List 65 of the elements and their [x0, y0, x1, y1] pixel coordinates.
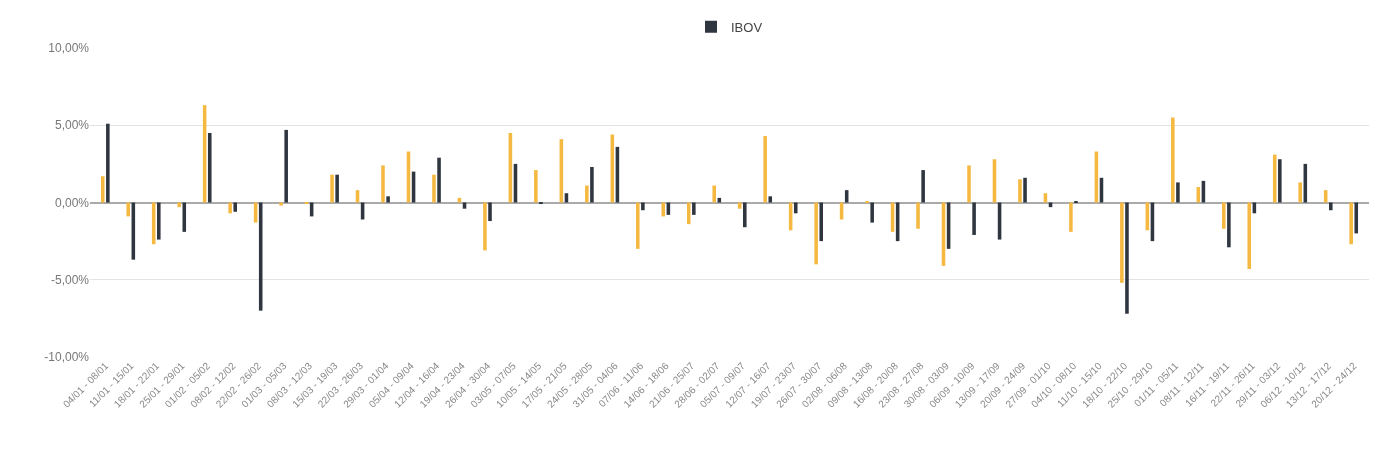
- bar: [916, 202, 920, 229]
- bar: [590, 166, 594, 203]
- y-tick-label: 5,00%: [54, 118, 90, 133]
- bar: [1227, 202, 1231, 248]
- bar: [1354, 202, 1359, 234]
- bar: [1120, 202, 1124, 283]
- bar: [228, 202, 232, 214]
- bar: [1272, 154, 1277, 203]
- bar: [126, 202, 130, 217]
- bar: [793, 202, 798, 214]
- bar: [1349, 202, 1353, 245]
- bar: [641, 202, 645, 211]
- bar: [330, 174, 334, 203]
- bar: [692, 202, 696, 215]
- bar: [233, 202, 238, 212]
- bar: [1329, 202, 1333, 211]
- bar: [712, 185, 716, 203]
- bar: [763, 136, 767, 203]
- y-tick-label: -5,00%: [50, 272, 90, 287]
- bar: [1278, 159, 1282, 203]
- bar: [1247, 202, 1252, 269]
- bar: [870, 202, 874, 223]
- bar: [661, 202, 666, 217]
- bar: [921, 170, 925, 203]
- bar: [1023, 177, 1027, 203]
- bar: [106, 123, 110, 203]
- bar: [279, 202, 283, 206]
- legend-label: IBOV: [731, 19, 763, 35]
- bar: [686, 202, 691, 225]
- y-tick-label: 0,00%: [54, 195, 90, 210]
- bar: [534, 170, 538, 203]
- bar: [967, 165, 971, 203]
- bar: [381, 165, 385, 203]
- bar: [636, 202, 640, 249]
- bar: [432, 174, 436, 203]
- bar: [483, 202, 487, 251]
- bar: [717, 197, 722, 203]
- bar: [743, 202, 747, 228]
- bar: [182, 202, 187, 232]
- bar: [972, 202, 976, 235]
- bar: [335, 174, 339, 203]
- bar: [386, 196, 390, 203]
- bar: [488, 202, 492, 222]
- bar: [1221, 202, 1226, 229]
- bar: [177, 202, 181, 208]
- bar: [539, 202, 543, 205]
- bar: [1069, 202, 1073, 232]
- bar: [1176, 182, 1180, 203]
- bar: [157, 202, 161, 240]
- bar: [814, 202, 818, 265]
- bar: [768, 196, 773, 203]
- bar: [1125, 202, 1129, 314]
- bar: [437, 157, 441, 203]
- bar: [585, 185, 589, 203]
- bar: [1018, 179, 1022, 203]
- bar: [819, 202, 823, 242]
- bar: [1171, 117, 1175, 203]
- bar: [1043, 193, 1048, 203]
- bar: [1298, 182, 1302, 203]
- bar: [100, 176, 105, 203]
- y-tick-label: 10,00%: [48, 41, 90, 56]
- bar: [564, 193, 569, 203]
- bar: [284, 129, 288, 203]
- y-tick-label: -10,00%: [44, 350, 90, 365]
- bar: [207, 132, 212, 203]
